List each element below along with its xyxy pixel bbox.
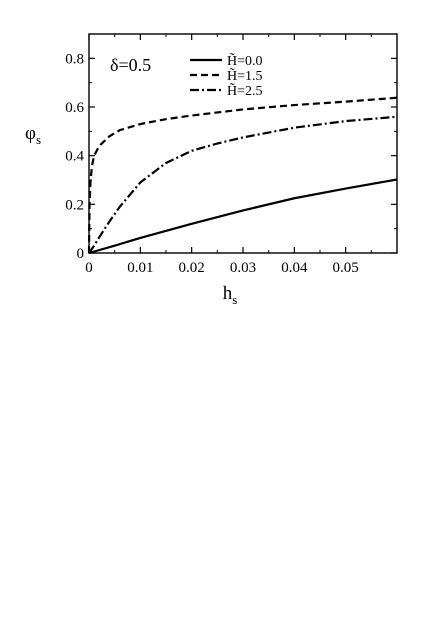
legend-label: H̃=0.0 — [227, 52, 263, 69]
series-layer — [87, 96, 398, 255]
y-tick-label: 0.2 — [65, 197, 84, 213]
series-line-solid — [88, 178, 398, 255]
y-tick-label: 0.4 — [65, 149, 84, 165]
x-axis-label-sub: s — [232, 292, 237, 307]
x-tick-label: 0.01 — [127, 260, 153, 276]
x-tick-label: 0.04 — [281, 260, 308, 276]
annotation-delta: δ=0.5 — [110, 55, 151, 75]
legend-label: H̃=2.5 — [227, 82, 263, 99]
x-tick-label: 0.03 — [230, 260, 256, 276]
y-axis-label: φs — [25, 123, 41, 147]
x-tick-label: 0 — [85, 260, 93, 276]
y-axis-label-main: φ — [25, 123, 36, 144]
x-tick-label: 0.02 — [179, 260, 205, 276]
legend: H̃=0.0H̃=1.5H̃=2.5 — [190, 52, 263, 99]
y-tick-label: 0.8 — [65, 51, 84, 67]
y-tick-label: 0.6 — [65, 100, 84, 116]
x-tick-label: 0.05 — [333, 260, 359, 276]
x-axis-label: hs — [223, 283, 238, 307]
y-tick-label: 0 — [77, 246, 85, 262]
series-line-dashed — [87, 96, 398, 254]
x-axis-label-main: h — [223, 283, 233, 304]
ticks-layer: 0 0.01 0.02 0.03 0.04 0.05 0 0.2 0.4 0.6 0.8 — [65, 33, 397, 276]
y-axis-label-sub: s — [36, 132, 41, 147]
legend-label: H̃=1.5 — [227, 67, 263, 84]
series-line-dashdot — [88, 115, 398, 254]
